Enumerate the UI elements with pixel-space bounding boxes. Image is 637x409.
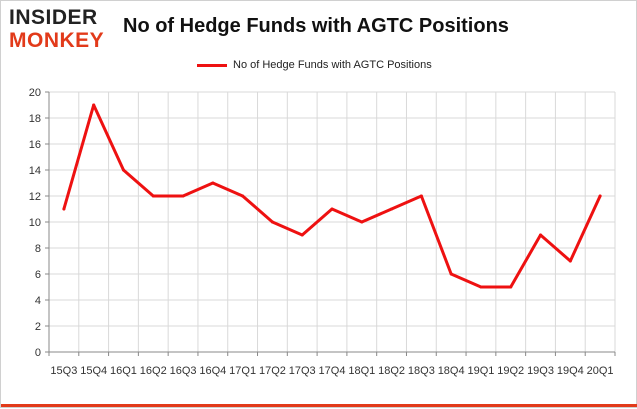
y-tick-label: 10 bbox=[29, 217, 41, 229]
series-layer bbox=[62, 103, 602, 289]
data-point bbox=[449, 272, 453, 276]
x-tick-label: 16Q4 bbox=[199, 365, 226, 377]
x-tick-label: 19Q2 bbox=[497, 365, 524, 377]
data-point bbox=[241, 194, 245, 198]
data-point bbox=[300, 233, 304, 237]
x-tick-label: 20Q1 bbox=[587, 365, 614, 377]
y-tick-label: 14 bbox=[29, 165, 41, 177]
y-tick-label: 2 bbox=[35, 321, 41, 333]
y-tick-label: 6 bbox=[35, 269, 41, 281]
bottom-accent-bar bbox=[1, 404, 637, 407]
logo-line-1: INSIDER bbox=[9, 6, 98, 29]
data-point bbox=[390, 207, 394, 211]
insider-monkey-logo: INSIDER MONKEY bbox=[9, 7, 117, 55]
legend-label: No of Hedge Funds with AGTC Positions bbox=[233, 59, 432, 71]
x-tick-label: 15Q3 bbox=[50, 365, 77, 377]
data-point bbox=[181, 194, 185, 198]
data-point bbox=[479, 285, 483, 289]
data-point bbox=[509, 285, 513, 289]
x-tick-label: 18Q2 bbox=[378, 365, 405, 377]
x-tick-label: 18Q3 bbox=[408, 365, 435, 377]
x-tick-label: 19Q1 bbox=[467, 365, 494, 377]
data-point bbox=[360, 220, 364, 224]
data-point bbox=[419, 194, 423, 198]
data-point bbox=[270, 220, 274, 224]
chart-legend: No of Hedge Funds with AGTC Positions bbox=[197, 57, 432, 73]
legend-line-swatch bbox=[197, 63, 227, 67]
data-point bbox=[330, 207, 334, 211]
y-tick-label: 16 bbox=[29, 139, 41, 151]
y-tick-label: 4 bbox=[35, 295, 41, 307]
x-tick-label: 18Q4 bbox=[438, 365, 465, 377]
data-point bbox=[539, 233, 543, 237]
x-tick-label: 15Q4 bbox=[80, 365, 107, 377]
x-tick-label: 19Q3 bbox=[527, 365, 554, 377]
logo-line-2: MONKEY bbox=[9, 29, 105, 52]
y-tick-label: 18 bbox=[29, 113, 41, 125]
y-tick-label: 20 bbox=[29, 87, 41, 99]
data-point bbox=[62, 207, 66, 211]
chart-title: No of Hedge Funds with AGTC Positions bbox=[123, 15, 509, 37]
y-tick-label: 0 bbox=[35, 347, 41, 359]
grid-lines bbox=[48, 91, 616, 353]
y-tick-labels: 0 2 4 6 8 10 12 14 16 18 20 bbox=[29, 87, 41, 359]
x-tick-label: 17Q3 bbox=[289, 365, 316, 377]
x-tick-label: 16Q1 bbox=[110, 365, 137, 377]
y-tick-label: 8 bbox=[35, 243, 41, 255]
data-point bbox=[121, 168, 125, 172]
data-point bbox=[598, 194, 602, 198]
chart-axes bbox=[45, 91, 616, 356]
x-tick-label: 17Q1 bbox=[229, 365, 256, 377]
data-point bbox=[151, 194, 155, 198]
data-point bbox=[568, 259, 572, 263]
x-tick-label: 17Q2 bbox=[259, 365, 286, 377]
x-tick-label: 16Q2 bbox=[140, 365, 167, 377]
x-tick-label: 16Q3 bbox=[170, 365, 197, 377]
x-tick-label: 17Q4 bbox=[319, 365, 346, 377]
x-tick-label: 19Q4 bbox=[557, 365, 584, 377]
data-point bbox=[211, 181, 215, 185]
data-point bbox=[92, 103, 96, 107]
y-tick-label: 12 bbox=[29, 191, 41, 203]
x-tick-labels: 15Q3 15Q4 16Q1 16Q2 16Q3 16Q4 17Q1 17Q2 17Q3 17Q4… bbox=[50, 365, 613, 377]
x-tick-label: 18Q1 bbox=[348, 365, 375, 377]
